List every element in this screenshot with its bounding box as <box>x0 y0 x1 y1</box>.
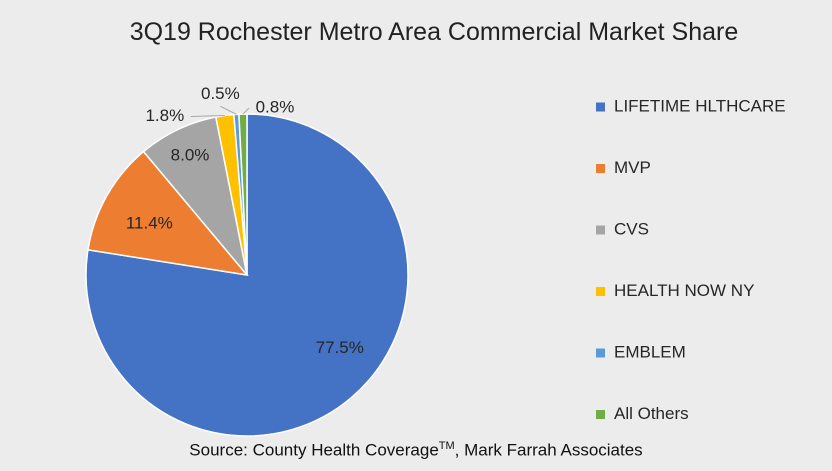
data-labels: 77.5% 11.4% 8.0% 1.8% 0.5% 0.8% <box>126 84 364 357</box>
legend-label-health-now-ny: HEALTH NOW NY <box>614 281 754 300</box>
source-trademark: TM <box>438 440 455 452</box>
source-suffix: , Mark Farrah Associates <box>454 440 643 460</box>
pie-slice-mvp <box>87 150 249 277</box>
pie-slices <box>85 113 409 437</box>
leader-line-all-others <box>242 107 250 115</box>
data-label-all-others: 0.8% <box>256 98 295 117</box>
legend-swatch-mvp <box>596 164 605 173</box>
legend-swatch-lifetime-hlthcare <box>596 102 605 112</box>
legend-label-emblem: EMBLEM <box>614 342 686 361</box>
legend-swatch-emblem <box>596 348 605 358</box>
data-label-emblem: 0.5% <box>201 84 240 103</box>
legend-label-lifetime-hlthcare: LIFETIME HLTHCARE <box>614 96 786 115</box>
leader-line-health-now-ny <box>190 115 225 118</box>
data-label-lifetime-hlthcare: 77.5% <box>316 338 364 357</box>
legend-swatch-health-now-ny <box>596 287 605 296</box>
legend-label-all-others: All Others <box>614 404 689 423</box>
legend-swatch-cvs <box>596 225 605 235</box>
leader-line-emblem <box>220 105 237 115</box>
chart-title: 3Q19 Rochester Metro Area Commercial Mar… <box>130 18 739 46</box>
data-label-cvs: 8.0% <box>171 145 210 164</box>
data-label-health-now-ny: 1.8% <box>145 106 184 125</box>
legend: LIFETIME HLTHCARE MVP CVS HEALTH NOW NY EMBL… <box>596 96 786 423</box>
data-label-mvp: 11.4% <box>126 214 173 233</box>
legend-label-cvs: CVS <box>614 219 649 238</box>
legend-label-mvp: MVP <box>614 158 651 177</box>
source-prefix: Source: County Health Coverage <box>189 440 439 460</box>
legend-swatch-all-others <box>596 410 605 419</box>
leader-lines <box>190 105 250 118</box>
source-note: Source: County Health CoverageTM, Mark F… <box>0 440 832 461</box>
